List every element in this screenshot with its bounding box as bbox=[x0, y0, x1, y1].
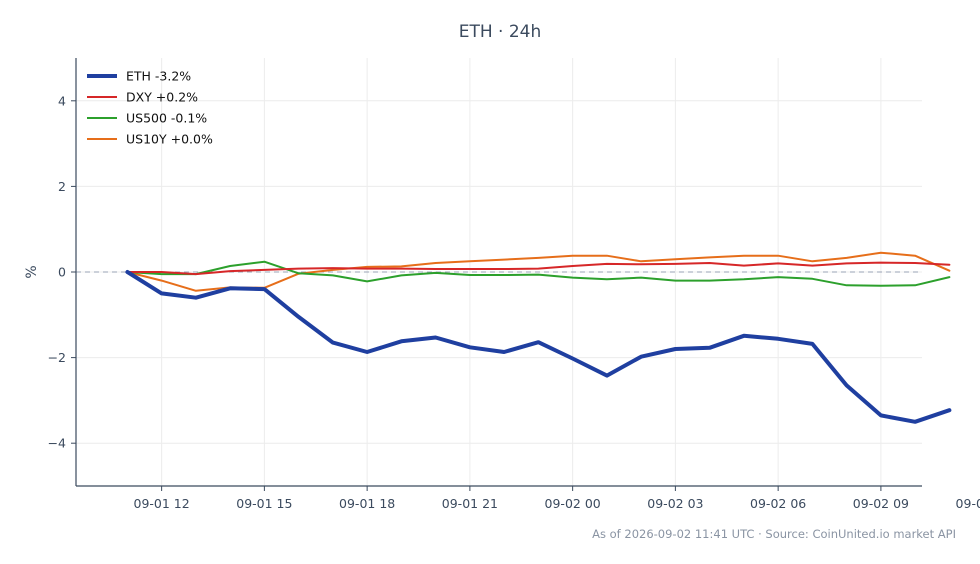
series-line-us500 bbox=[126, 260, 951, 287]
y-tick-label: −4 bbox=[48, 436, 66, 451]
y-tick-label: 0 bbox=[58, 265, 66, 280]
x-tick-label: 09-02 00 bbox=[545, 496, 601, 511]
legend: ETH -3.2% DXY +0.2% US500 -0.1% US10Y +0.0% bbox=[87, 69, 213, 147]
series-layer bbox=[125, 251, 952, 424]
series-line-eth bbox=[125, 270, 952, 424]
x-tick-label: 09-02 03 bbox=[647, 496, 703, 511]
x-tick-label: 09-01 18 bbox=[339, 496, 395, 511]
x-tick-label: 09-02 06 bbox=[750, 496, 806, 511]
y-tick-label: −2 bbox=[48, 350, 66, 365]
axes-layer: −4 −2 0 2 4 09-01 12 09-01 15 09-01 18 09-01 21 0… bbox=[48, 58, 980, 511]
x-tick-label: 09-01 12 bbox=[134, 496, 190, 511]
x-tick-label: 09-01 21 bbox=[442, 496, 498, 511]
y-tick-label: 4 bbox=[58, 93, 66, 108]
x-tick-label: 09-02 09 bbox=[853, 496, 909, 511]
footer-source-note: As of 2026-09-02 11:41 UTC · Source: Coi… bbox=[592, 527, 956, 541]
legend-label-dxy: DXY +0.2% bbox=[126, 90, 198, 105]
x-tick-label: 09-02 12 bbox=[956, 496, 980, 511]
legend-label-eth: ETH -3.2% bbox=[126, 69, 191, 84]
x-tick-label: 09-01 15 bbox=[236, 496, 292, 511]
chart-title: ETH · 24h bbox=[459, 22, 542, 42]
legend-label-us500: US500 -0.1% bbox=[126, 111, 207, 126]
legend-label-us10y: US10Y +0.0% bbox=[126, 132, 213, 147]
y-tick-label: 2 bbox=[58, 179, 66, 194]
series-line-dxy bbox=[126, 261, 951, 276]
y-axis-label: % bbox=[24, 265, 40, 278]
